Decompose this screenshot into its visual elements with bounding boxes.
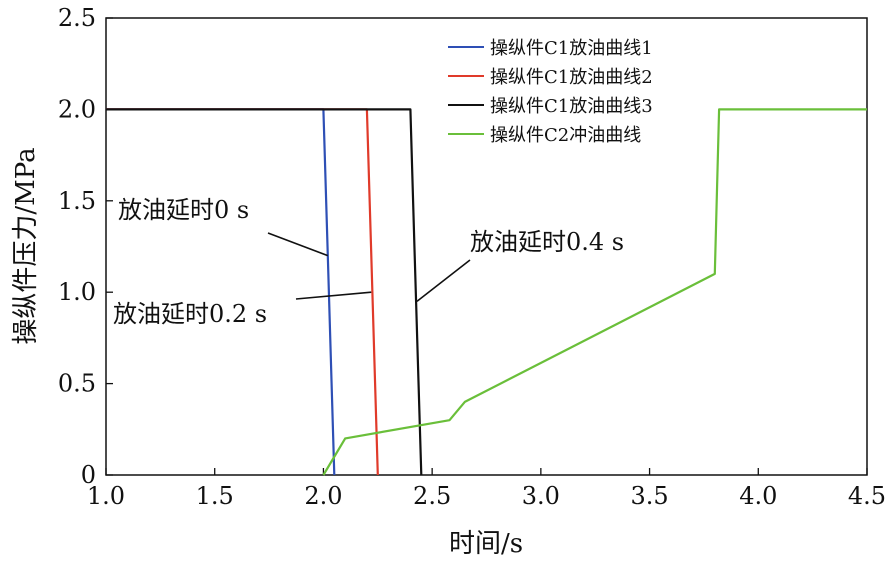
x-tick-label: 1.5 — [196, 482, 234, 510]
annotation-leader-1 — [295, 291, 372, 300]
x-axis: 1.0 1.5 2.0 2.5 3.0 3.5 4.0 4.5 — [87, 468, 886, 510]
y-tick-label: 2.5 — [58, 4, 96, 32]
y-tick-label: 1.0 — [58, 278, 96, 306]
series-line-2 — [106, 108, 379, 476]
annotation-leader-2 — [416, 259, 471, 302]
y-axis: 0 0.5 1.0 1.5 2.0 2.5 — [58, 4, 113, 489]
y-tick-label: 2.0 — [58, 95, 96, 123]
x-tick-label: 2.0 — [304, 482, 342, 510]
annotation-label-0: 放油延时0 s — [118, 196, 249, 224]
annotation-label-1: 放油延时0.2 s — [113, 300, 267, 328]
series-group — [106, 108, 867, 476]
annotation-label-2: 放油延时0.4 s — [470, 228, 624, 256]
x-tick-label: 4.0 — [739, 482, 777, 510]
x-tick-label: 3.0 — [522, 482, 560, 510]
x-axis-title: 时间/s — [449, 529, 523, 559]
y-tick-label: 1.5 — [58, 187, 96, 215]
plot-frame — [105, 17, 868, 476]
x-tick-label: 3.5 — [630, 482, 668, 510]
series-line-3 — [106, 108, 423, 476]
x-tick-label: 2.5 — [413, 482, 451, 510]
annotation-leader-0 — [267, 232, 329, 257]
y-tick-label: 0 — [81, 461, 96, 489]
y-tick-label: 0.5 — [58, 370, 96, 398]
legend-label: 操纵件C1放油曲线1 — [490, 38, 653, 59]
series-line-4 — [322, 108, 867, 476]
x-tick-label: 4.5 — [848, 482, 886, 510]
legend-label: 操纵件C1放油曲线3 — [490, 96, 653, 117]
annotations: 放油延时0 s 放油延时0.2 s 放油延时0.4 s — [113, 196, 624, 328]
x-tick-label: 1.0 — [87, 482, 125, 510]
series-line-1 — [106, 108, 336, 476]
y-axis-title: 操纵件压力/MPa — [11, 147, 41, 344]
legend-label: 操纵件C2冲油曲线 — [490, 125, 641, 146]
legend-label: 操纵件C1放油曲线2 — [490, 67, 653, 88]
legend: 操纵件C1放油曲线1 操纵件C1放油曲线2 操纵件C1放油曲线3 操纵件C2冲油曲线 — [448, 38, 653, 146]
